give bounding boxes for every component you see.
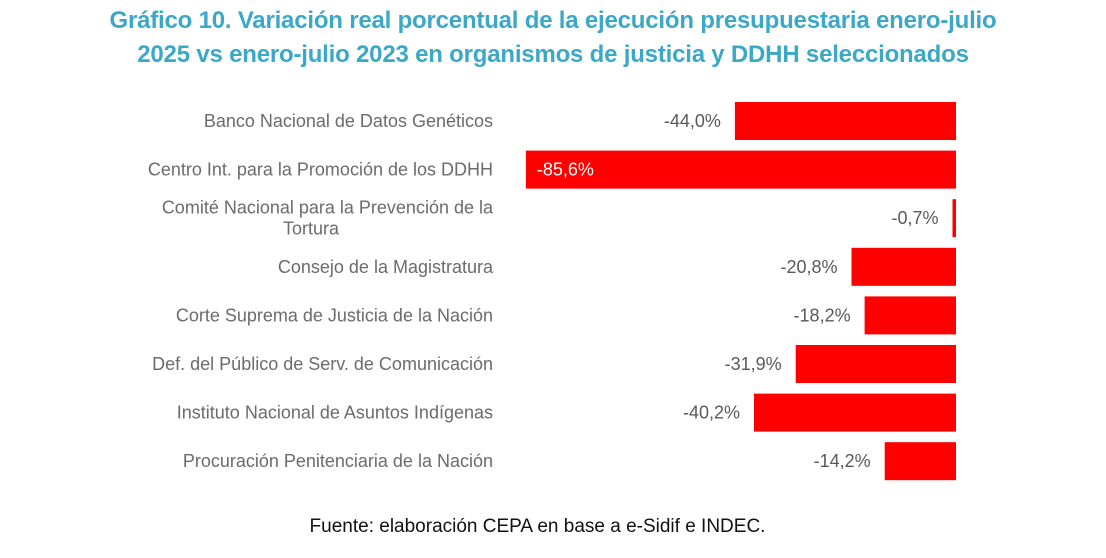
data-label: -0,7% bbox=[891, 208, 938, 228]
category-label: Comité Nacional para la Prevención de la… bbox=[162, 198, 494, 239]
data-label: -85,6% bbox=[537, 160, 594, 180]
bar bbox=[754, 393, 956, 432]
bar bbox=[525, 150, 956, 189]
value-labels: -44,0% -85,6% -0,7% -20,8% -18,2% -31,9% -40,2… bbox=[537, 111, 939, 471]
source-note: Fuente: elaboración CEPA en base a e-Sid… bbox=[309, 516, 766, 537]
bar bbox=[884, 442, 956, 481]
category-label: Instituto Nacional de Asuntos Indígenas bbox=[177, 403, 493, 423]
data-label: -44,0% bbox=[664, 111, 721, 131]
data-label: -40,2% bbox=[683, 403, 740, 423]
chart-title-line-1: Gráfico 10. Variación real porcentual de… bbox=[109, 7, 997, 34]
chart-title-line-2: 2025 vs enero-julio 2023 en organismos d… bbox=[137, 41, 969, 68]
bar bbox=[952, 199, 956, 238]
data-label: -14,2% bbox=[814, 451, 871, 471]
bar bbox=[851, 247, 956, 286]
category-label: Procuración Penitenciaria de la Nación bbox=[183, 451, 493, 471]
category-label: Corte Suprema de Justicia de la Nación bbox=[176, 305, 493, 325]
data-label: -18,2% bbox=[794, 305, 851, 325]
data-label: -20,8% bbox=[780, 257, 837, 277]
bar bbox=[734, 102, 956, 140]
bars bbox=[525, 102, 956, 481]
category-label: Def. del Público de Serv. de Comunicació… bbox=[152, 354, 493, 374]
data-label: -31,9% bbox=[725, 354, 782, 374]
category-labels: Banco Nacional de Datos Genéticos Centro … bbox=[148, 111, 494, 471]
bar bbox=[795, 345, 956, 383]
bar bbox=[864, 296, 956, 335]
category-label: Centro Int. para la Promoción de los DDH… bbox=[148, 160, 493, 180]
chart-title: Gráfico 10. Variación real porcentual de… bbox=[0, 4, 1106, 72]
category-label: Consejo de la Magistratura bbox=[278, 257, 494, 277]
category-label: Banco Nacional de Datos Genéticos bbox=[204, 111, 493, 131]
